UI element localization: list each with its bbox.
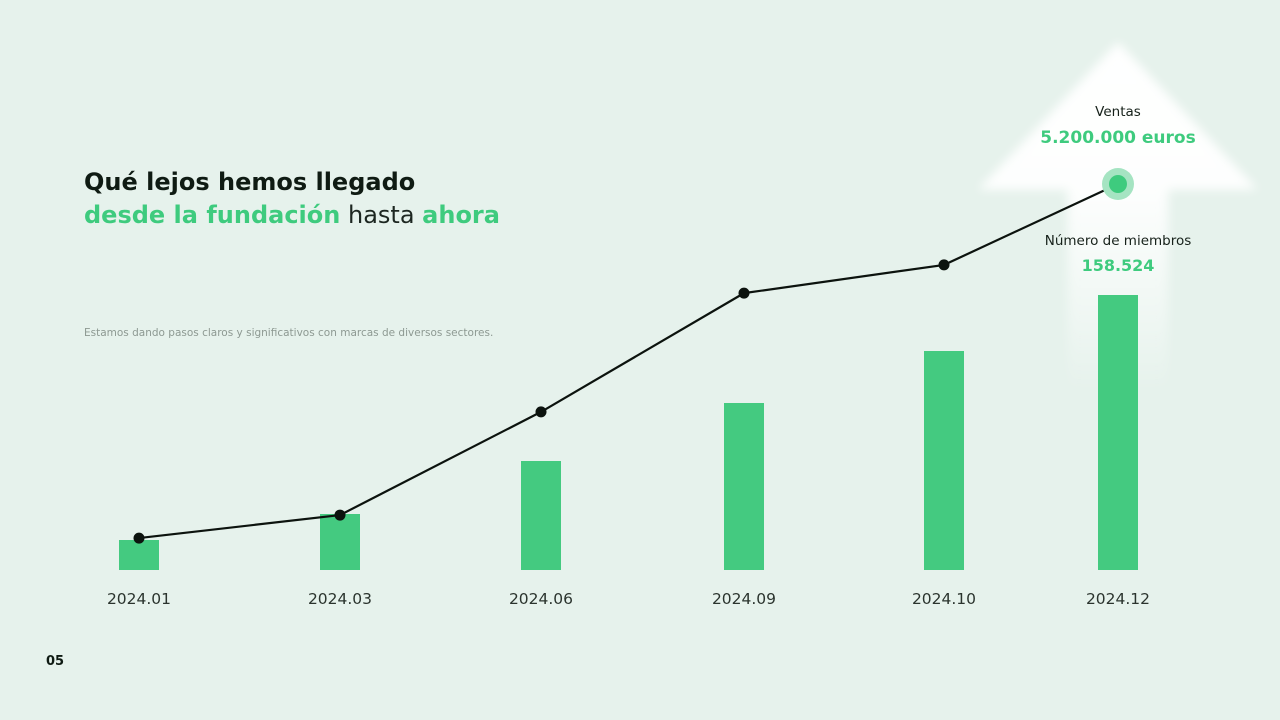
x-axis-label: 2024.03	[307, 590, 373, 608]
line-path	[138, 183, 1119, 540]
x-axis-label: 2024.06	[508, 590, 574, 608]
line-marker-inner	[1109, 175, 1127, 193]
description-text: Estamos dando pasos claros y significati…	[84, 327, 494, 339]
x-axis-label: 2024.12	[1085, 590, 1151, 608]
chart-bar	[1098, 294, 1138, 570]
title-line2-green2: ahora	[422, 201, 500, 229]
chart-bar	[119, 540, 159, 570]
miembros-value: 158.524	[1081, 256, 1155, 275]
line-marker-outer	[1102, 168, 1134, 200]
page-number: 05	[46, 654, 65, 669]
title-line1: Qué lejos hemos llegado	[84, 168, 416, 196]
title-line2-green1: desde la fundación	[84, 201, 341, 229]
line-dot	[738, 287, 750, 299]
ventas-value: 5.200.000 euros	[1040, 128, 1196, 148]
x-axis-label: 2024.09	[711, 590, 777, 608]
chart-bar	[521, 460, 561, 570]
slide-title: Qué lejos hemos llegado desde la fundaci…	[84, 166, 500, 232]
miembros-label: Número de miembros	[1044, 233, 1192, 249]
line-dot	[535, 406, 547, 418]
title-line2-regular: hasta	[340, 201, 423, 229]
x-axis-label: 2024.10	[911, 590, 977, 608]
ventas-label: Ventas	[1095, 104, 1141, 120]
chart-bar	[924, 351, 964, 570]
line-dot	[938, 259, 950, 271]
chart-bar	[320, 514, 360, 570]
title-line2: desde la fundación hasta ahora	[84, 199, 500, 232]
x-axis-label: 2024.01	[106, 590, 172, 608]
chart-bar	[724, 403, 764, 570]
